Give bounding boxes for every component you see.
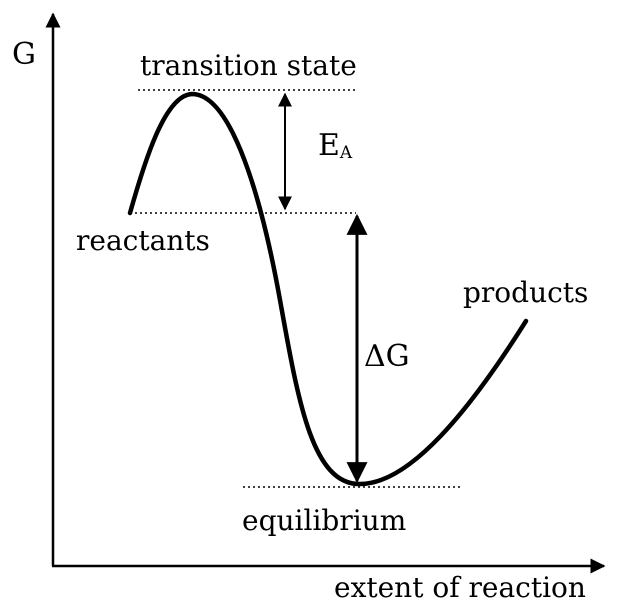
y-axis-label: G: [12, 37, 36, 72]
activation-energy-main: E: [318, 128, 340, 163]
reactants-label: reactants: [76, 224, 210, 257]
reaction-curve: [127, 91, 529, 487]
activation-energy-subscript: A: [339, 143, 353, 163]
equilibrium-label: equilibrium: [242, 504, 406, 537]
activation-energy-label: EA: [318, 128, 353, 163]
transition-state-label: transition state: [140, 49, 357, 82]
delta-g-label: ΔG: [364, 339, 410, 374]
products-label: products: [463, 276, 588, 309]
x-axis-label: extent of reaction: [334, 571, 586, 604]
